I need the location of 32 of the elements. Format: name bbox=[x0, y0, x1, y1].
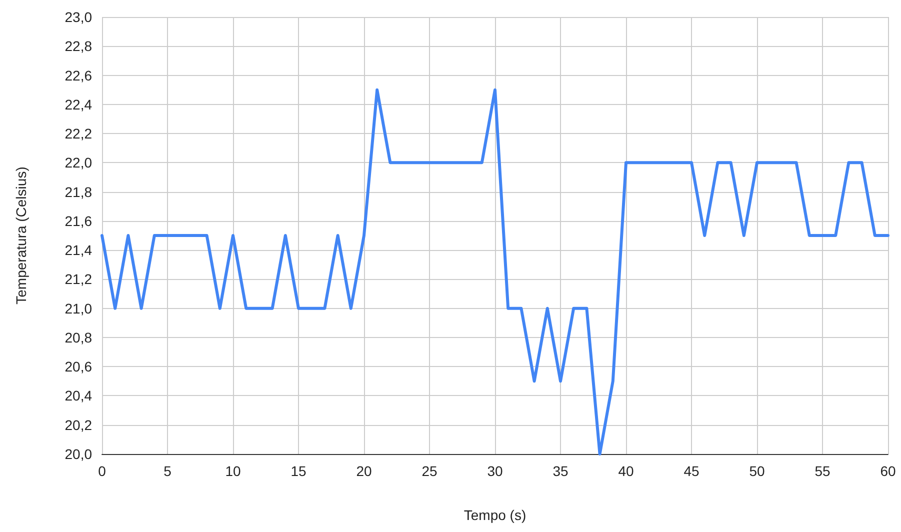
y-tick-label: 20,6 bbox=[64, 358, 92, 375]
y-tick-label: 21,8 bbox=[64, 184, 92, 200]
line-series bbox=[100, 88, 890, 456]
x-tick-label: 45 bbox=[684, 463, 700, 479]
y-tick-label: 22,4 bbox=[64, 96, 92, 112]
y-tick-label: 20,8 bbox=[64, 329, 92, 346]
y-tick-label: 23,0 bbox=[64, 9, 92, 25]
y-axis-title: Temperatura (Celsius) bbox=[13, 166, 29, 304]
y-tick-label: 22,0 bbox=[64, 154, 92, 171]
x-tick-label: 5 bbox=[164, 463, 172, 479]
x-tick-label: 35 bbox=[552, 463, 568, 479]
y-tick-label: 20,0 bbox=[64, 446, 92, 462]
x-tick-label: 15 bbox=[290, 463, 306, 479]
y-tick-label: 20,4 bbox=[64, 388, 92, 404]
y-tick-label: 21,6 bbox=[64, 212, 92, 229]
x-tick-label: 40 bbox=[618, 463, 634, 479]
x-tick-label: 30 bbox=[487, 463, 503, 479]
y-tick-label: 21,0 bbox=[64, 300, 92, 316]
x-tick-label: 10 bbox=[225, 463, 241, 479]
y-tick-label: 22,2 bbox=[64, 126, 92, 142]
y-tick-label: 21,2 bbox=[64, 271, 92, 288]
x-tick-label: 0 bbox=[98, 463, 106, 479]
y-tick-label: 20,2 bbox=[64, 416, 92, 433]
x-tick-label: 20 bbox=[356, 463, 372, 479]
x-tick-label: 60 bbox=[880, 463, 896, 479]
y-tick-label: 21,4 bbox=[64, 242, 92, 258]
x-tick-label: 50 bbox=[749, 463, 765, 479]
x-tick-label: 25 bbox=[422, 463, 438, 479]
y-tick-label: 22,8 bbox=[64, 38, 92, 54]
y-tick-label: 22,6 bbox=[64, 67, 92, 84]
x-tick-label: 55 bbox=[814, 463, 830, 479]
x-axis-title: Tempo (s) bbox=[464, 507, 526, 523]
